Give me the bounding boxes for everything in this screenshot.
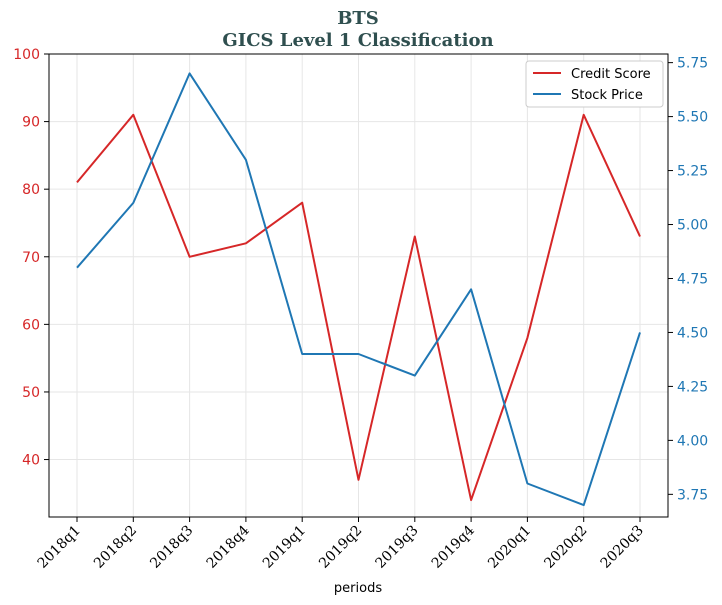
y-right-tick-label: 4.25 bbox=[677, 379, 708, 395]
x-axis-label: periods bbox=[334, 581, 382, 596]
y-axis-right: 3.75 4.00 4.25 4.50 4.75 5.00 5.25 5.50 5.75 bbox=[668, 56, 708, 503]
y-left-tick-label: 90 bbox=[22, 115, 40, 131]
y-left-tick-label: 80 bbox=[22, 182, 40, 198]
x-tick-label: 2018q4 bbox=[204, 522, 253, 571]
y-axis-left: 40 50 60 70 80 90 100 bbox=[13, 47, 49, 469]
y-left-tick-label: 70 bbox=[22, 250, 40, 266]
x-tick-label: 2018q2 bbox=[91, 523, 140, 572]
legend-label-credit-score: Credit Score bbox=[571, 67, 651, 82]
y-right-tick-label: 5.50 bbox=[677, 110, 708, 126]
series-line-stock-price bbox=[76, 72, 641, 507]
y-right-tick-label: 3.75 bbox=[677, 487, 708, 503]
y-right-tick-label: 5.25 bbox=[677, 164, 708, 180]
grid bbox=[49, 53, 668, 517]
y-right-tick-label: 4.75 bbox=[677, 271, 708, 287]
x-tick-label: 2019q4 bbox=[429, 522, 478, 571]
y-left-tick-label: 40 bbox=[22, 453, 40, 469]
x-tick-label: 2020q3 bbox=[598, 523, 647, 572]
legend: Credit Score Stock Price bbox=[525, 60, 664, 108]
y-left-tick-label: 60 bbox=[22, 317, 40, 333]
series-line-credit-score bbox=[76, 113, 641, 502]
x-tick-label: 2020q1 bbox=[485, 523, 534, 572]
x-tick-label: 2019q2 bbox=[316, 523, 365, 572]
x-tick-label: 2019q3 bbox=[372, 523, 421, 572]
x-tick-label: 2019q1 bbox=[260, 523, 309, 572]
y-right-tick-label: 4.50 bbox=[677, 325, 708, 341]
y-right-tick-label: 5.75 bbox=[677, 56, 708, 72]
chart-title: BTS bbox=[337, 8, 379, 29]
x-tick-label: 2018q3 bbox=[147, 523, 196, 572]
x-axis: 2018q1 2018q2 2018q3 2018q4 2019q1 2019q2 2019… bbox=[35, 517, 647, 572]
legend-label-stock-price: Stock Price bbox=[571, 88, 643, 103]
y-right-tick-label: 5.00 bbox=[677, 218, 708, 234]
x-tick-label: 2018q1 bbox=[35, 523, 84, 572]
y-left-tick-label: 100 bbox=[13, 47, 40, 63]
chart-subtitle: GICS Level 1 Classification bbox=[222, 30, 493, 51]
y-left-tick-label: 50 bbox=[22, 385, 40, 401]
y-right-tick-label: 4.00 bbox=[677, 433, 708, 449]
x-tick-label: 2020q2 bbox=[541, 523, 590, 572]
series-lines bbox=[76, 72, 641, 507]
